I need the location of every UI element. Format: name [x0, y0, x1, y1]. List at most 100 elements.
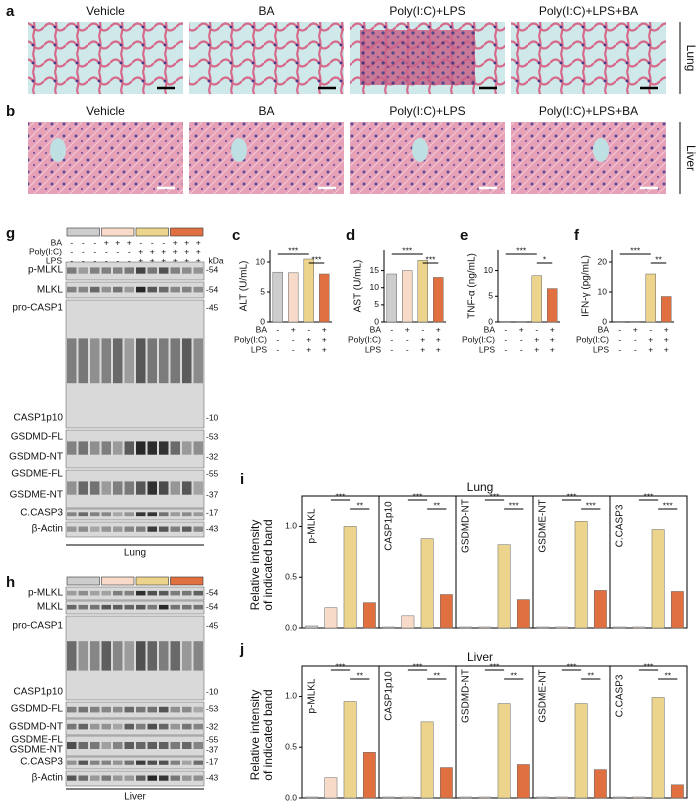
blot-band	[90, 441, 100, 455]
group-bar	[66, 576, 100, 586]
image-title: BA	[258, 4, 274, 18]
blot-band	[136, 590, 146, 596]
kda-marker: -54	[206, 264, 219, 274]
blot-band	[136, 742, 146, 749]
subpanel-title: C.CASP3	[615, 674, 626, 717]
significance: ***	[336, 491, 347, 501]
blot-band	[170, 481, 180, 495]
blot-band	[124, 760, 134, 765]
blot-band	[113, 604, 123, 610]
blot-band	[67, 706, 77, 713]
blot-band	[78, 338, 88, 384]
treatment-sign: +	[420, 344, 425, 354]
bar	[555, 626, 569, 629]
blot-band	[78, 742, 88, 749]
significance: **	[664, 670, 671, 680]
band-label: MLKL	[37, 602, 64, 613]
blot-band	[170, 590, 180, 596]
treatment-sign: -	[307, 324, 310, 334]
y-tick-label: 0.0	[285, 792, 297, 802]
blot-band	[170, 641, 180, 671]
blot-band	[159, 641, 169, 671]
bar	[433, 277, 444, 323]
treatment-sign: +	[405, 324, 410, 334]
blot-band	[101, 604, 111, 610]
blot-band	[193, 441, 203, 455]
blot-band	[159, 706, 169, 713]
blot-strip	[65, 521, 205, 538]
y-axis-label: AST (U/mL)	[353, 260, 364, 313]
subpanel-title: p-MLKL	[307, 678, 318, 713]
blot-band	[90, 512, 100, 517]
blot-band	[182, 590, 192, 596]
subpanel-title: C.CASP3	[615, 504, 626, 547]
treatment-sign: -	[276, 324, 279, 334]
treatment-sign: +	[664, 344, 669, 354]
blot-band	[78, 512, 88, 517]
bar	[459, 626, 473, 629]
blot-band	[78, 723, 88, 730]
blot-band	[78, 604, 88, 610]
blot-band	[182, 723, 192, 730]
blot-band	[78, 441, 88, 455]
treatment-label: LPS	[593, 344, 609, 354]
bar	[439, 594, 453, 629]
bar	[645, 273, 656, 323]
blot-band	[101, 286, 111, 293]
blot-band	[182, 338, 192, 384]
treatment-sign: +	[550, 344, 555, 354]
blot-band	[78, 760, 88, 765]
treatment-sign: -	[82, 237, 85, 247]
blot-band	[159, 604, 169, 610]
tissue-label: Lung	[124, 548, 146, 559]
blot-band	[159, 512, 169, 517]
kda-marker: -55	[206, 734, 219, 744]
blot-band	[124, 590, 134, 596]
treatment-sign: -	[116, 255, 119, 265]
blot-band	[90, 760, 100, 765]
blot-strip	[65, 281, 205, 299]
blot-band	[193, 338, 203, 384]
band-label: GSDME-NT	[10, 490, 63, 501]
tissue-label: Lung	[684, 45, 696, 72]
treatment-sign: -	[390, 344, 393, 354]
significance: ***	[509, 500, 520, 510]
treatment-sign: +	[161, 246, 166, 256]
bar	[670, 784, 684, 799]
bar	[386, 273, 397, 323]
panel-label: j	[239, 641, 244, 658]
treatment-sign: +	[322, 344, 327, 354]
treatment-label: LPS	[46, 255, 62, 265]
treatment-label: Poly(I:C)	[29, 246, 62, 256]
treatment-sign: -	[93, 255, 96, 265]
blot-band	[182, 267, 192, 274]
blot-band	[193, 481, 203, 495]
treatment-sign: -	[70, 246, 73, 256]
bar	[555, 796, 569, 799]
blot-band	[170, 604, 180, 610]
treatment-sign: +	[173, 237, 178, 247]
bar	[288, 272, 299, 323]
group-bar	[170, 576, 204, 586]
blot-band	[159, 286, 169, 293]
bar	[574, 703, 588, 799]
bar	[614, 321, 625, 323]
y-tick-label: 0	[260, 316, 265, 326]
blot-band	[159, 742, 169, 749]
kda-marker: -17	[206, 507, 219, 517]
blot-band	[90, 338, 100, 384]
blot-band	[124, 512, 134, 517]
significance: **	[587, 670, 594, 680]
panel-label: h	[6, 574, 15, 591]
panel-label: d	[346, 227, 355, 244]
significance: ***	[413, 661, 424, 671]
treatment-label: Poly(I:C)	[348, 334, 381, 344]
blot-band	[124, 723, 134, 730]
image-title: Poly(I:C)+LPS	[389, 4, 465, 18]
blot-band	[147, 526, 157, 532]
y-tick-label: 0	[374, 316, 379, 326]
blot-band	[90, 590, 100, 596]
treatment-sign: -	[520, 344, 523, 354]
treatment-sign: +	[138, 255, 143, 265]
